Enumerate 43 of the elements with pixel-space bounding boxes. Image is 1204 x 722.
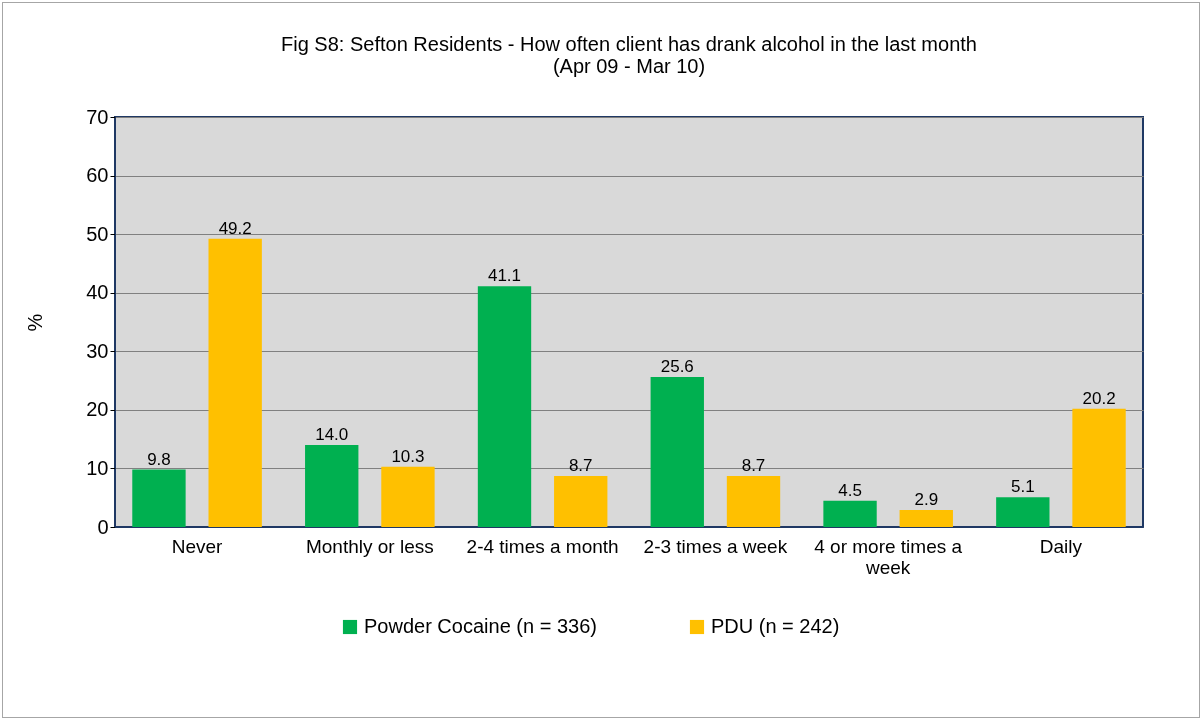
data-label: 14.0	[315, 425, 349, 444]
text: (Apr 09 - Mar 10)	[552, 55, 706, 77]
bar	[1072, 408, 1126, 527]
text: Fig S8: Sefton Residents - How often client has drank alcohol in the last month	[281, 33, 977, 55]
data-label: 8.7	[741, 456, 766, 476]
y-tick-label: 50	[86, 222, 109, 245]
y-tick-label: 30	[86, 339, 109, 362]
bar	[208, 238, 262, 527]
bar	[726, 476, 781, 527]
bar	[132, 469, 186, 527]
x-tick-label: 2-3 times a week	[643, 535, 788, 557]
y-tick-label: 70	[86, 105, 109, 128]
data-label: 2.9	[914, 490, 939, 510]
legend-label: PDU (n = 242)	[711, 615, 840, 637]
y-tick-label: 40	[86, 281, 109, 304]
x-tick-label: Monthly or less	[305, 535, 434, 557]
bar	[477, 286, 532, 527]
legend-label: Powder Cocaine (n = 336)	[364, 615, 597, 637]
data-label: 10.3	[391, 446, 425, 466]
data-label: 4.5	[838, 480, 862, 500]
data-label: 9.8	[147, 449, 171, 469]
data-label: 8.7	[568, 456, 593, 476]
y-axis-title: %	[24, 313, 47, 332]
data-label: 5.1	[1011, 477, 1035, 497]
bar	[996, 497, 1050, 527]
bar	[305, 445, 359, 527]
y-tick-label: 60	[86, 164, 109, 187]
x-tick-label: Never	[171, 535, 224, 557]
x-tick-label: 4 or more times a week	[814, 535, 963, 578]
y-tick-label: 0	[97, 515, 109, 538]
data-label: 20.2	[1082, 388, 1116, 408]
x-tick-label: 2-4 times a month	[466, 535, 619, 557]
y-tick-label: 20	[86, 398, 109, 421]
data-label: 25.6	[660, 357, 694, 377]
data-label: 41.1	[487, 266, 522, 286]
data-label: 49.2	[218, 218, 252, 238]
bar	[554, 476, 608, 527]
x-tick-label: Daily	[1039, 535, 1083, 557]
bar	[381, 466, 435, 527]
bar	[650, 377, 704, 527]
bar	[823, 500, 877, 527]
y-tick-label: 10	[86, 456, 109, 479]
bar	[899, 510, 953, 527]
